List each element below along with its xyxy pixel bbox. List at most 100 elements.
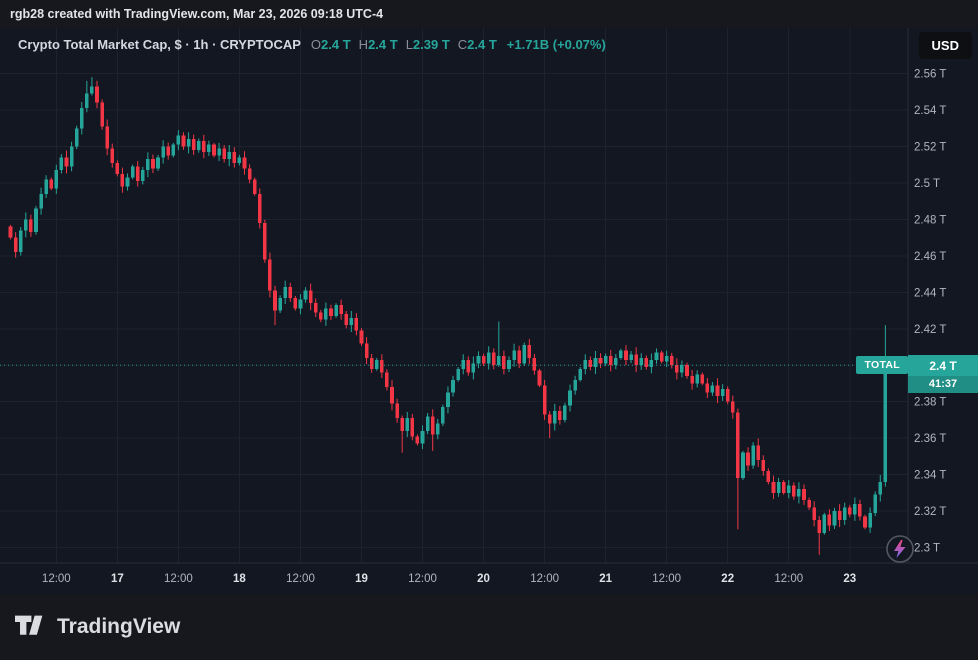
candle-body: [481, 356, 486, 364]
candle-body: [161, 146, 165, 158]
y-axis-label: 2.54 T: [914, 105, 946, 117]
y-axis-label: 2.42 T: [914, 324, 946, 336]
y-axis-label: 2.32 T: [914, 506, 946, 518]
candle-body: [649, 359, 654, 368]
candle-body: [430, 416, 435, 435]
candle-body: [425, 416, 430, 431]
x-axis-label: 19: [355, 573, 368, 585]
candle-body: [471, 363, 476, 373]
candle-body: [868, 512, 872, 528]
candle-body: [125, 177, 130, 187]
candle-body: [771, 481, 776, 493]
candle-body: [817, 520, 822, 533]
candle-body: [24, 219, 28, 231]
candle-body: [608, 356, 613, 366]
candle-body: [552, 410, 557, 424]
candle-body: [85, 93, 89, 109]
candle-body: [395, 403, 399, 419]
symbol-title[interactable]: Crypto Total Market Cap, $ · 1h · CRYPTO…: [18, 37, 301, 52]
candle-body: [837, 511, 842, 521]
candle-body: [95, 86, 99, 103]
candle-body: [110, 148, 115, 163]
candle-body: [252, 179, 257, 194]
tradingview-logo-icon[interactable]: [15, 615, 46, 640]
candle-body: [695, 374, 699, 384]
chart-background: [0, 28, 978, 594]
candle-body: [491, 352, 496, 366]
candle-body: [603, 356, 608, 364]
candle-body: [18, 230, 23, 253]
x-axis-label: 12:00: [164, 573, 193, 585]
candle-body: [654, 352, 659, 360]
lightning-boost-icon[interactable]: [884, 533, 916, 565]
candle-body: [39, 193, 43, 209]
candle-body: [247, 168, 252, 180]
candle-body: [720, 388, 725, 397]
candle-body: [730, 401, 735, 413]
candle-body: [847, 507, 852, 515]
x-axis-label: 12:00: [286, 573, 315, 585]
candle-body: [502, 356, 506, 369]
candle-body: [49, 179, 54, 189]
candle-body: [812, 507, 816, 521]
candle-body: [878, 481, 883, 495]
candle-body: [135, 166, 140, 182]
candle-body: [466, 359, 471, 373]
candle-body: [446, 392, 450, 408]
candle-body: [512, 350, 516, 360]
currency-toggle-button[interactable]: USD: [918, 32, 972, 59]
x-axis-label: 12:00: [408, 573, 437, 585]
candle-body: [415, 436, 420, 444]
candle-body: [441, 407, 445, 424]
x-axis-label: 21: [599, 573, 612, 585]
candle-body: [736, 412, 740, 479]
candle-body: [354, 317, 359, 331]
x-axis-label: 20: [477, 573, 490, 585]
candle-body: [308, 290, 313, 304]
candle-body: [313, 303, 318, 313]
candle-body: [624, 350, 628, 360]
candle-body: [639, 357, 644, 366]
candle-body: [54, 170, 59, 189]
close-value: 2.4 T: [467, 37, 497, 52]
candle-body: [486, 352, 491, 364]
x-axis-label: 12:00: [774, 573, 803, 585]
candle-body: [547, 414, 552, 424]
footer-bar: TradingView: [0, 594, 978, 660]
countdown-timer: 41:37: [908, 376, 978, 394]
candle-body: [359, 330, 364, 344]
candle-body: [263, 223, 267, 260]
candle-body: [588, 359, 593, 368]
candle-body: [451, 379, 455, 393]
candle-body: [166, 146, 171, 156]
candle-body: [196, 141, 201, 151]
current-price: 2.4 T: [929, 359, 957, 374]
candle-body: [64, 157, 69, 167]
candle-body: [522, 345, 527, 364]
candle-body: [339, 305, 343, 315]
candle-body: [507, 359, 511, 369]
candle-body: [659, 352, 664, 362]
candle-body: [374, 359, 379, 369]
candle-body: [715, 385, 720, 397]
candle-body: [44, 179, 48, 194]
candle-body: [792, 485, 796, 497]
candle-body: [542, 385, 547, 415]
candle-body: [583, 359, 588, 369]
candle-body: [746, 452, 750, 466]
candle-body: [558, 410, 562, 420]
y-axis-label: 2.44 T: [914, 287, 946, 299]
open-value: 2.4 T: [321, 37, 351, 52]
open-label: O: [310, 37, 322, 52]
candle-body: [329, 308, 333, 317]
candle-body: [405, 418, 410, 431]
candle-body: [598, 357, 603, 364]
x-axis-label: 12:00: [530, 573, 559, 585]
y-axis-label: 2.34 T: [914, 470, 946, 482]
tradingview-wordmark[interactable]: TradingView: [57, 615, 181, 638]
candle-body: [59, 157, 64, 171]
candle-body: [563, 405, 567, 420]
series-label-badge: TOTAL: [856, 356, 908, 375]
low-value: 2.39 T: [412, 37, 450, 52]
